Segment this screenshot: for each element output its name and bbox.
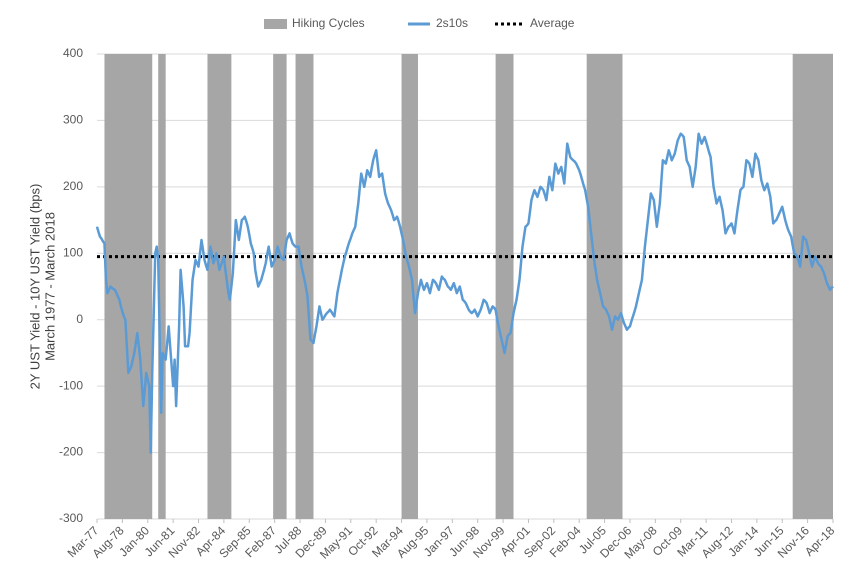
x-tick-label: Apr-18 xyxy=(802,523,838,559)
y-axis-title: March 1977 - March 2018 xyxy=(42,212,57,361)
y-tick-label: -300 xyxy=(59,511,83,525)
y-tick-label: 200 xyxy=(63,179,83,193)
hiking-cycle-band xyxy=(104,54,153,519)
hiking-cycle-band xyxy=(495,54,514,519)
hiking-cycle-band xyxy=(273,54,287,519)
series-line xyxy=(95,132,834,454)
y-tick-label: -100 xyxy=(59,378,83,392)
y-tick-label: 0 xyxy=(76,312,83,326)
y-tick-label: 400 xyxy=(63,46,83,60)
hiking-cycle-band xyxy=(158,54,166,519)
legend-swatch xyxy=(264,19,287,29)
hiking-cycle-band xyxy=(792,54,833,519)
hiking-cycle-band xyxy=(207,54,232,519)
legend-label: Hiking Cycles xyxy=(292,16,365,30)
y-tick-label: 300 xyxy=(63,113,83,127)
hiking-cycle-band xyxy=(586,54,623,519)
y-tick-label: -200 xyxy=(59,445,83,459)
legend-label: Average xyxy=(530,16,575,30)
legend-label: 2s10s xyxy=(436,16,468,30)
y-tick-label: 100 xyxy=(63,245,83,259)
y-axis-title: 2Y UST Yield - 10Y UST Yield (bps) xyxy=(27,184,42,390)
hiking-cycle-band xyxy=(401,54,418,519)
